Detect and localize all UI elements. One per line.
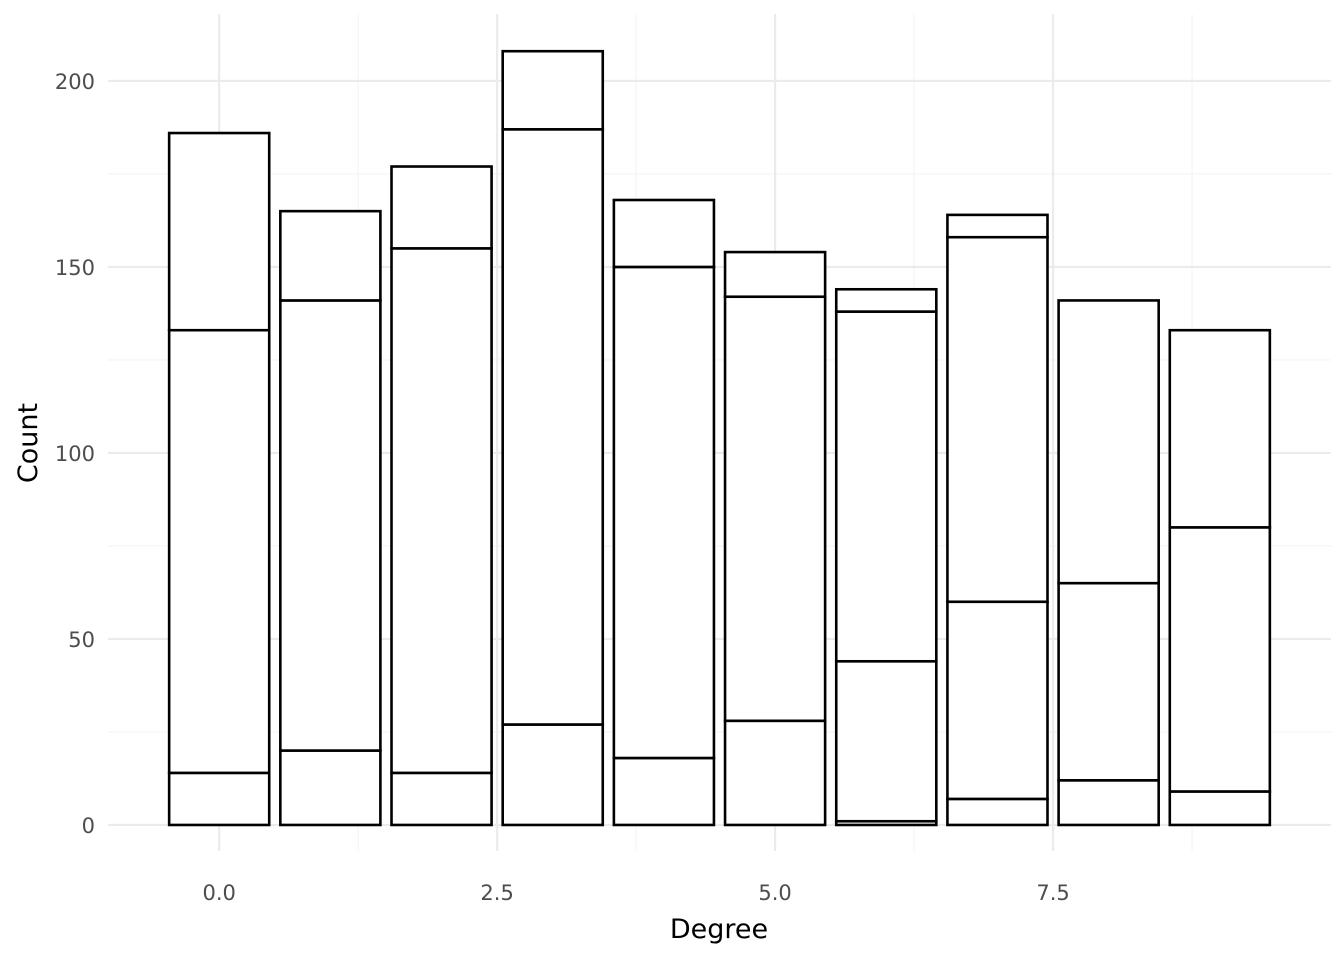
x-tick-label: 5.0 bbox=[758, 881, 791, 905]
bar-segment bbox=[1057, 299, 1160, 585]
bar-segment bbox=[723, 719, 827, 827]
bar-segment bbox=[390, 247, 493, 775]
bar-segment bbox=[723, 295, 827, 723]
bar-segment bbox=[946, 213, 1049, 239]
bar-segment bbox=[946, 235, 1049, 604]
y-tick-label: 100 bbox=[55, 442, 95, 466]
y-tick-label: 50 bbox=[68, 628, 95, 652]
bar-segment bbox=[1057, 779, 1160, 827]
bar-segment bbox=[501, 49, 605, 131]
bar-segment bbox=[279, 749, 382, 827]
bar-segment bbox=[1057, 581, 1160, 782]
bar-segment bbox=[946, 600, 1049, 801]
bars bbox=[167, 49, 1272, 827]
x-tick-label: 2.5 bbox=[480, 881, 513, 905]
bar-segment bbox=[612, 198, 716, 269]
bar-segment bbox=[390, 165, 493, 250]
y-tick-label: 0 bbox=[82, 814, 95, 838]
bar-segment bbox=[834, 287, 938, 313]
x-axis-tick-labels: 0.0 2.5 5.0 7.5 bbox=[202, 881, 1069, 905]
bar-segment bbox=[501, 723, 605, 827]
bar-segment bbox=[279, 209, 382, 302]
bar-segment bbox=[834, 310, 938, 663]
y-axis-tick-labels: 0 50 100 150 200 bbox=[55, 70, 95, 838]
x-axis-title: Degree bbox=[670, 914, 768, 945]
bar-segment bbox=[1168, 328, 1272, 529]
bar-segment bbox=[390, 771, 493, 827]
bar-segment bbox=[167, 328, 271, 775]
bar-segment bbox=[167, 131, 271, 332]
bar-segment bbox=[612, 756, 716, 827]
bar-segment bbox=[1168, 526, 1272, 793]
bar-segment bbox=[501, 128, 605, 726]
x-tick-label: 0.0 bbox=[202, 881, 235, 905]
bar-segment bbox=[279, 299, 382, 752]
bar-segment bbox=[723, 250, 827, 299]
y-tick-label: 150 bbox=[55, 256, 95, 280]
bar-segment bbox=[946, 797, 1049, 827]
bar-segment bbox=[612, 265, 716, 760]
x-tick-label: 7.5 bbox=[1036, 881, 1069, 905]
bar-segment bbox=[834, 659, 938, 823]
bar-segment bbox=[1168, 790, 1272, 827]
bar-segment bbox=[167, 771, 271, 827]
y-axis-title: Count bbox=[13, 403, 44, 483]
y-tick-label: 200 bbox=[55, 70, 95, 94]
